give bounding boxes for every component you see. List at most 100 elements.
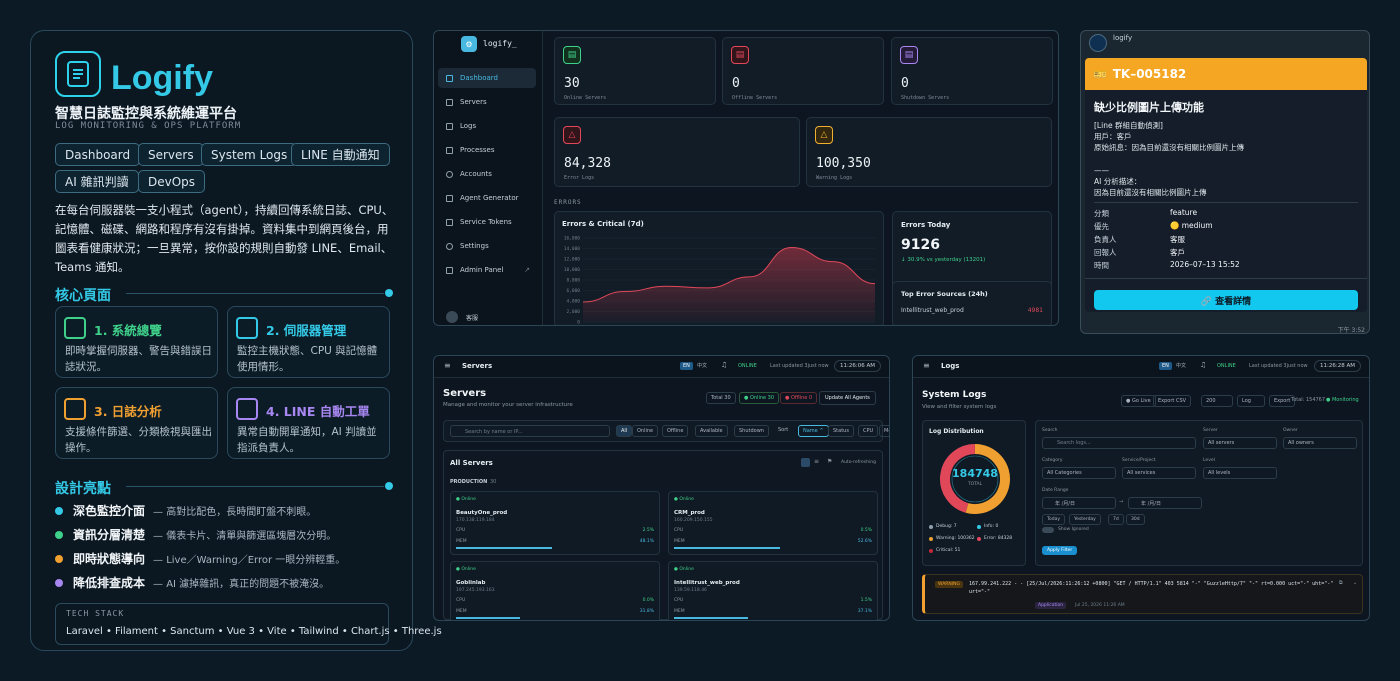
- server-select[interactable]: All servers: [1203, 437, 1277, 449]
- update-agents-button[interactable]: Update All Agents: [819, 391, 876, 405]
- log-time: Jul 25, 2026 11:26 AM: [1075, 603, 1125, 608]
- group-label: PRODUCTION: [450, 479, 488, 485]
- server-card[interactable]: ● Online Goblinlab 197.245.193.163 CPU 0…: [450, 561, 660, 620]
- today-title: Errors Today: [901, 221, 951, 229]
- nav-logs[interactable]: Logs: [438, 116, 536, 136]
- export-button[interactable]: Export: [1269, 395, 1296, 407]
- filter-chip[interactable]: Online: [632, 425, 659, 437]
- owner-select[interactable]: All owners: [1283, 437, 1357, 449]
- show-ignored-toggle[interactable]: [1042, 527, 1054, 533]
- flag-icon[interactable]: ⚑: [827, 458, 833, 465]
- ticket-user: 用戶：客戶: [1094, 132, 1132, 141]
- list-view-icon[interactable]: ≡: [814, 458, 820, 465]
- line-message-window: logify 🎫 TK–005182 缺少比例圖片上傳功能 [Line 群組自動…: [1080, 30, 1370, 334]
- sort-chip[interactable]: Memory: [879, 425, 889, 437]
- mem-bar: [674, 617, 748, 619]
- card-logs: 3. 日誌分析 支援條件篩選、分類檢視與匯出操作。: [55, 387, 218, 459]
- category-select[interactable]: All Categories: [1042, 467, 1116, 479]
- square-icon: [236, 398, 258, 420]
- server-card[interactable]: ● Online CRM_prod 160.209.150.155 CPU 0.…: [668, 491, 878, 555]
- date-to-input[interactable]: 年 /月/日: [1128, 497, 1202, 509]
- apply-filter-button[interactable]: Apply Filter: [1042, 546, 1078, 555]
- format-select[interactable]: Log: [1237, 395, 1265, 407]
- tech-list: Laravel • Filament • Sanctum • Vue 3 • V…: [66, 626, 442, 637]
- nav-processes[interactable]: Processes: [438, 140, 536, 160]
- lang-zh-toggle[interactable]: 中文: [1176, 363, 1187, 369]
- chevron-down-icon[interactable]: ⌄: [1353, 580, 1358, 586]
- highlight-bold: 深色監控介面: [73, 504, 146, 518]
- lang-en-toggle[interactable]: EN: [680, 362, 693, 370]
- field-value: 2026–07–13 15:52: [1170, 260, 1240, 269]
- filter-chip[interactable]: All: [616, 425, 633, 437]
- menu-icon[interactable]: ≡: [923, 361, 930, 370]
- server-card[interactable]: ● Online Intellitrust_web_prod 139.59.11…: [668, 561, 878, 620]
- search-input[interactable]: Search by name or IP...: [450, 425, 610, 437]
- legend-swatch: [977, 525, 981, 529]
- quick-date-button[interactable]: 30d: [1126, 514, 1145, 525]
- sort-chip[interactable]: CPU: [858, 425, 879, 437]
- chip-ai: AI 雜訊判讀: [55, 170, 139, 193]
- ai-label: AI 分析描述：: [1094, 177, 1142, 186]
- server-name: BeautyOne_prod: [456, 510, 508, 516]
- field-key: 分類: [1094, 209, 1109, 218]
- ticket-title: 缺少比例圖片上傳功能: [1094, 101, 1204, 114]
- avatar[interactable]: [446, 311, 458, 323]
- mem-value: 48.1%: [639, 539, 654, 544]
- tech-stack: TECH STACK Laravel • Filament • Sanctum …: [55, 603, 442, 645]
- offline-badge: ● Offline 0: [780, 392, 818, 404]
- sender-name: logify: [1113, 34, 1133, 42]
- nav-settings[interactable]: Settings: [438, 236, 536, 256]
- mem-value: 31.8%: [639, 609, 654, 614]
- legend-swatch: [929, 525, 933, 529]
- sort-chip[interactable]: Status: [828, 425, 854, 437]
- export-csv-button[interactable]: Export CSV: [1153, 395, 1192, 407]
- chip-servers: Servers: [138, 143, 204, 166]
- service-select[interactable]: All services: [1122, 467, 1196, 479]
- quick-date-button[interactable]: Yesterday: [1069, 514, 1101, 525]
- nav-servers[interactable]: Servers: [438, 92, 536, 112]
- quick-date-button[interactable]: Today: [1042, 514, 1066, 525]
- level-select[interactable]: All levels: [1203, 467, 1277, 479]
- server-icon: ▤: [563, 46, 581, 64]
- nav-agent-generator[interactable]: Agent Generator: [438, 188, 536, 208]
- admin-icon: [446, 266, 453, 274]
- filter-chip[interactable]: Shutdown: [734, 425, 769, 437]
- nav-admin-panel[interactable]: Admin Panel ↗: [438, 260, 536, 280]
- stat-label: Shutdown Servers: [901, 95, 950, 101]
- log-search-input[interactable]: Search logs...: [1042, 437, 1196, 449]
- go-live-button[interactable]: ● Go Live: [1121, 395, 1156, 407]
- stat-error-logs: △ 84,328 Error Logs: [554, 117, 800, 187]
- filter-chip[interactable]: Available: [695, 425, 728, 437]
- menu-icon[interactable]: ≡: [444, 361, 451, 370]
- y-tick-label: 4,000: [566, 299, 580, 305]
- nav-label: Admin Panel: [460, 266, 504, 274]
- bot-avatar: [1089, 34, 1107, 52]
- grid-view-icon[interactable]: [801, 458, 810, 467]
- limit-input[interactable]: 200: [1201, 395, 1233, 407]
- legend-swatch: [929, 537, 933, 541]
- highlight-item: 即時狀態導向 — Live／Warning／Error 一眼分辨輕重。: [55, 550, 345, 567]
- copy-icon[interactable]: ⧉: [1339, 580, 1343, 586]
- bell-icon[interactable]: ♫: [721, 361, 728, 369]
- field-key: 優先: [1094, 222, 1109, 231]
- nav-service-tokens[interactable]: Service Tokens: [438, 212, 536, 232]
- server-card[interactable]: ● Online BeautyOne_prod 170.138.119.184 …: [450, 491, 660, 555]
- nav-label: Processes: [460, 146, 495, 154]
- legend-swatch: [929, 549, 933, 553]
- quick-date-button[interactable]: 7d: [1108, 514, 1124, 525]
- server-name: Intellitrust_web_prod: [674, 580, 740, 586]
- distribution-card: Log Distribution 184748 TOTAL Debug: 7 I…: [922, 420, 1026, 566]
- nav-accounts[interactable]: Accounts: [438, 164, 536, 184]
- server-name: CRM_prod: [674, 510, 705, 516]
- lang-zh-toggle[interactable]: 中文: [697, 363, 708, 369]
- page-heading: System Logs: [922, 390, 987, 400]
- lang-en-toggle[interactable]: EN: [1159, 362, 1172, 370]
- date-from-input[interactable]: 年 /月/日: [1042, 497, 1116, 509]
- sort-chip[interactable]: Name ^: [798, 425, 829, 437]
- nav-dashboard[interactable]: Dashboard: [438, 68, 536, 88]
- view-details-button[interactable]: 🔗 查看詳情: [1094, 290, 1358, 310]
- filter-chip[interactable]: Offline: [662, 425, 689, 437]
- ticket-icon: 🎫: [1093, 67, 1107, 81]
- bell-icon[interactable]: ♫: [1200, 361, 1207, 369]
- log-entry[interactable]: WARNING 167.99.241.222 - - [25/Jul/2026:…: [922, 574, 1363, 614]
